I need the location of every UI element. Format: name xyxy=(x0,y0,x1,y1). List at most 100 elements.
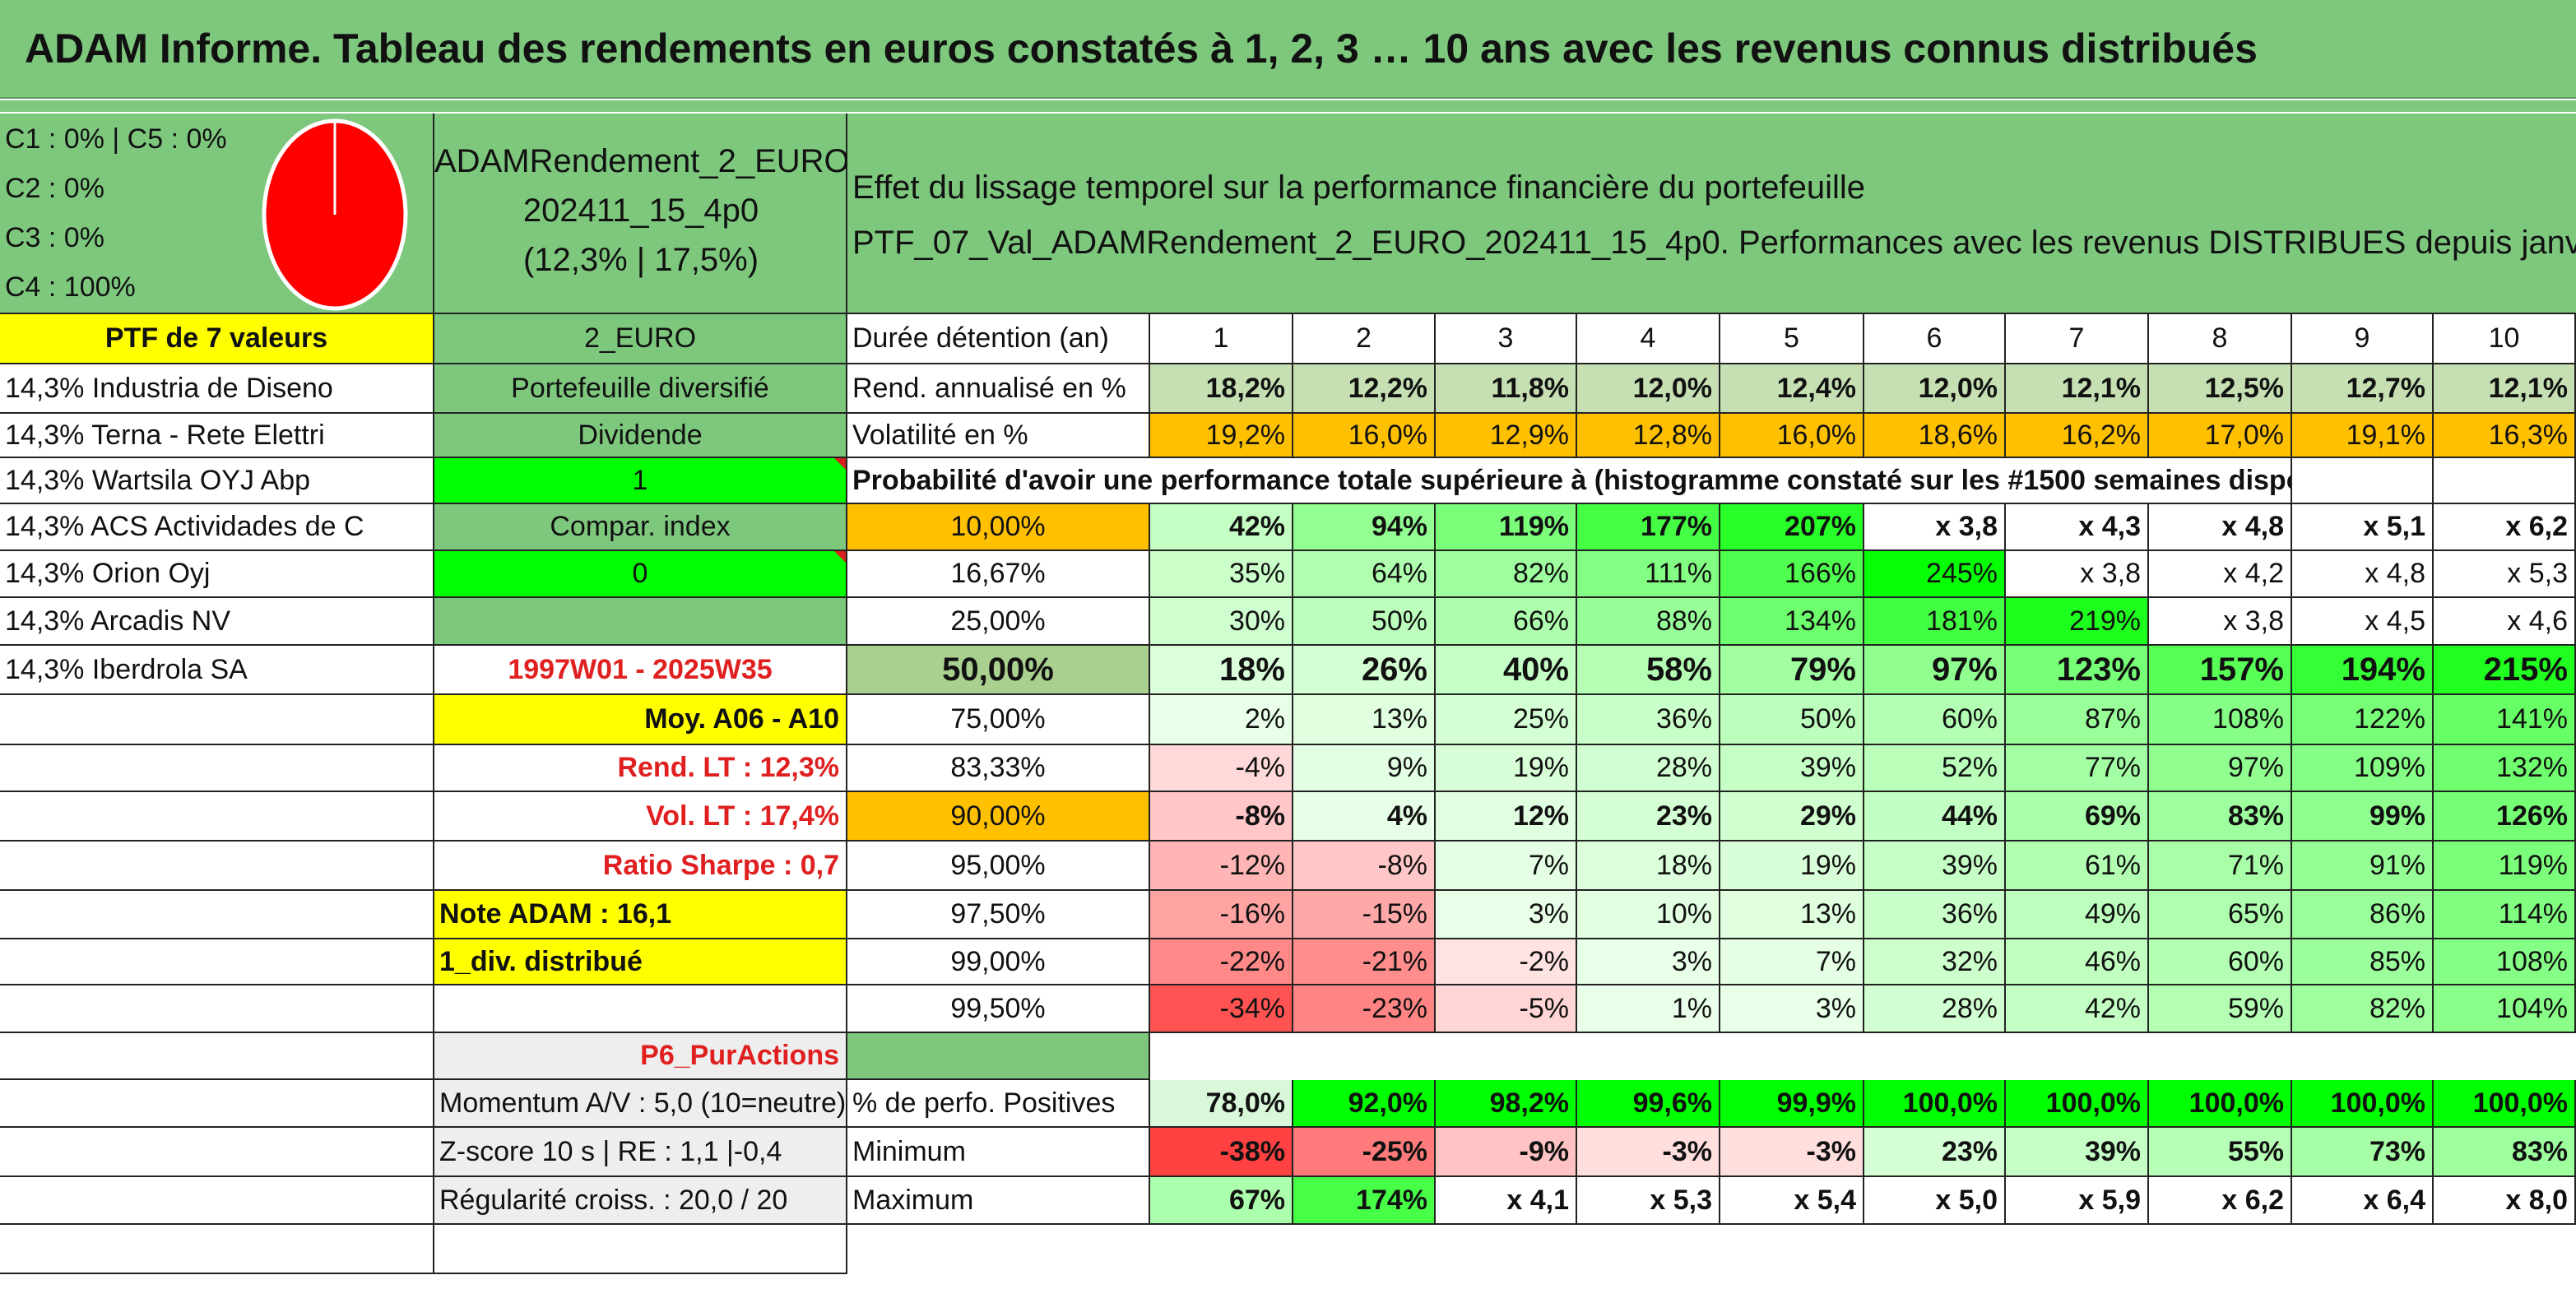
probability-value: -23% xyxy=(1293,985,1436,1033)
vol-value: 16,0% xyxy=(1720,414,1864,458)
probability-value: 10% xyxy=(1577,891,1720,939)
income-type: Dividende xyxy=(434,414,847,458)
currency-label: 2_EURO xyxy=(434,314,847,364)
rend-value: 12,4% xyxy=(1720,364,1864,414)
allocation-line: C3 : 0% xyxy=(5,222,104,253)
probability-level: 99,50% xyxy=(847,985,1150,1033)
probability-level: 16,67% xyxy=(847,551,1150,598)
vol-value: 19,2% xyxy=(1150,414,1293,458)
probability-value: 88% xyxy=(1577,598,1720,646)
fund-stats: (12,3% | 17,5%) xyxy=(522,242,759,278)
probability-value: 123% xyxy=(2006,646,2149,695)
vol-value: 18,6% xyxy=(1864,414,2006,458)
probability-level: 95,00% xyxy=(847,842,1150,891)
rend-value: 12,7% xyxy=(2292,364,2434,414)
minimum-value: 55% xyxy=(2149,1128,2292,1177)
year-header: 10 xyxy=(2434,314,2576,364)
probability-value: 19% xyxy=(1720,842,1864,891)
allocation-pie-chart xyxy=(262,118,408,311)
probability-value: 85% xyxy=(2292,939,2434,985)
probability-value: 13% xyxy=(1293,695,1436,745)
probability-value: 108% xyxy=(2434,939,2576,985)
maximum-value: x 5,4 xyxy=(1720,1177,1864,1225)
probability-value: 97% xyxy=(2149,745,2292,792)
probability-value: 44% xyxy=(1864,792,2006,842)
probability-value: 104% xyxy=(2434,985,2576,1033)
sharpe-ratio: Ratio Sharpe : 0,7 xyxy=(434,842,847,891)
positive-perf-value: 99,9% xyxy=(1720,1080,1864,1128)
probability-value: 61% xyxy=(2006,842,2149,891)
probability-level: 90,00% xyxy=(847,792,1150,842)
probability-value: x 3,8 xyxy=(2006,551,2149,598)
empty-cell xyxy=(0,745,434,792)
probability-value: 4% xyxy=(1293,792,1436,842)
probability-value: 18% xyxy=(1150,646,1293,695)
positive-perf-value: 92,0% xyxy=(1293,1080,1436,1128)
probability-value: 46% xyxy=(2006,939,2149,985)
empty-cell xyxy=(434,598,847,646)
probability-value: 97% xyxy=(1864,646,2006,695)
fund-name-panel: ADAMRendement_2_EURO_ 202411_15_4p0 (12,… xyxy=(434,114,868,314)
category-label: P6_PurActions xyxy=(434,1033,847,1080)
probability-value: x 4,8 xyxy=(2292,551,2434,598)
probability-level: 50,00% xyxy=(847,646,1150,695)
probability-level: 75,00% xyxy=(847,695,1150,745)
probability-level: 99,00% xyxy=(847,939,1150,985)
probability-value: x 4,2 xyxy=(2149,551,2292,598)
probability-value: 39% xyxy=(1864,842,2006,891)
probability-value: 108% xyxy=(2149,695,2292,745)
compar-index-value: 0 xyxy=(434,551,847,598)
probability-level: 97,50% xyxy=(847,891,1150,939)
rend-lt: Rend. LT : 12,3% xyxy=(434,745,847,792)
maximum-value: x 5,3 xyxy=(1577,1177,1720,1225)
probability-value: 26% xyxy=(1293,646,1436,695)
positive-perf-value: 98,2% xyxy=(1436,1080,1577,1128)
probability-value: 109% xyxy=(2292,745,2434,792)
maximum-value: 174% xyxy=(1293,1177,1436,1225)
empty-cell xyxy=(0,695,434,745)
minimum-value: 73% xyxy=(2292,1128,2434,1177)
probability-value: 207% xyxy=(1720,504,1864,551)
probability-level: 83,33% xyxy=(847,745,1150,792)
probability-value: 132% xyxy=(2434,745,2576,792)
probability-value: 71% xyxy=(2149,842,2292,891)
adam-note: Note ADAM : 16,1 xyxy=(434,891,847,939)
probability-value: 157% xyxy=(2149,646,2292,695)
probability-value: x 4,3 xyxy=(2006,504,2149,551)
probability-value: 40% xyxy=(1436,646,1577,695)
probability-value: x 4,5 xyxy=(2292,598,2434,646)
positive-perf-value: 100,0% xyxy=(2149,1080,2292,1128)
duration-label: Durée détention (an) xyxy=(847,314,1150,364)
probability-value: -16% xyxy=(1150,891,1293,939)
empty-cell xyxy=(434,985,847,1033)
rend-value: 12,1% xyxy=(2006,364,2149,414)
rend-value: 11,8% xyxy=(1436,364,1577,414)
rend-value: 12,0% xyxy=(1577,364,1720,414)
maximum-value: x 5,0 xyxy=(1864,1177,2006,1225)
empty-cell xyxy=(0,939,434,985)
probability-value: 2% xyxy=(1150,695,1293,745)
income-value: 1 xyxy=(434,458,847,504)
probability-value: 52% xyxy=(1864,745,2006,792)
rend-value: 12,1% xyxy=(2434,364,2576,414)
rend-annualise-label: Rend. annualisé en % xyxy=(847,364,1150,414)
probability-value: 64% xyxy=(1293,551,1436,598)
dividend-info: 1_div. distribué xyxy=(434,939,847,985)
probability-value: 36% xyxy=(1577,695,1720,745)
probability-value: 36% xyxy=(1864,891,2006,939)
probability-value: -15% xyxy=(1293,891,1436,939)
probability-value: 181% xyxy=(1864,598,2006,646)
allocation-line: C2 : 0% xyxy=(5,173,104,204)
probability-value: 3% xyxy=(1436,891,1577,939)
minimum-value: 83% xyxy=(2434,1128,2576,1177)
holding-item: 14,3% Industria de Diseno xyxy=(0,364,434,414)
probability-value: x 3,8 xyxy=(1864,504,2006,551)
allocation-line: C1 : 0% | C5 : 0% xyxy=(5,123,227,155)
year-header: 6 xyxy=(1864,314,2006,364)
banner-divider xyxy=(0,100,2576,112)
probability-value: -4% xyxy=(1150,745,1293,792)
regularite-label: Régularité croiss. : 20,0 / 20 xyxy=(434,1177,847,1225)
probability-value: 3% xyxy=(1577,939,1720,985)
probability-value: 66% xyxy=(1436,598,1577,646)
minimum-value: 23% xyxy=(1864,1128,2006,1177)
